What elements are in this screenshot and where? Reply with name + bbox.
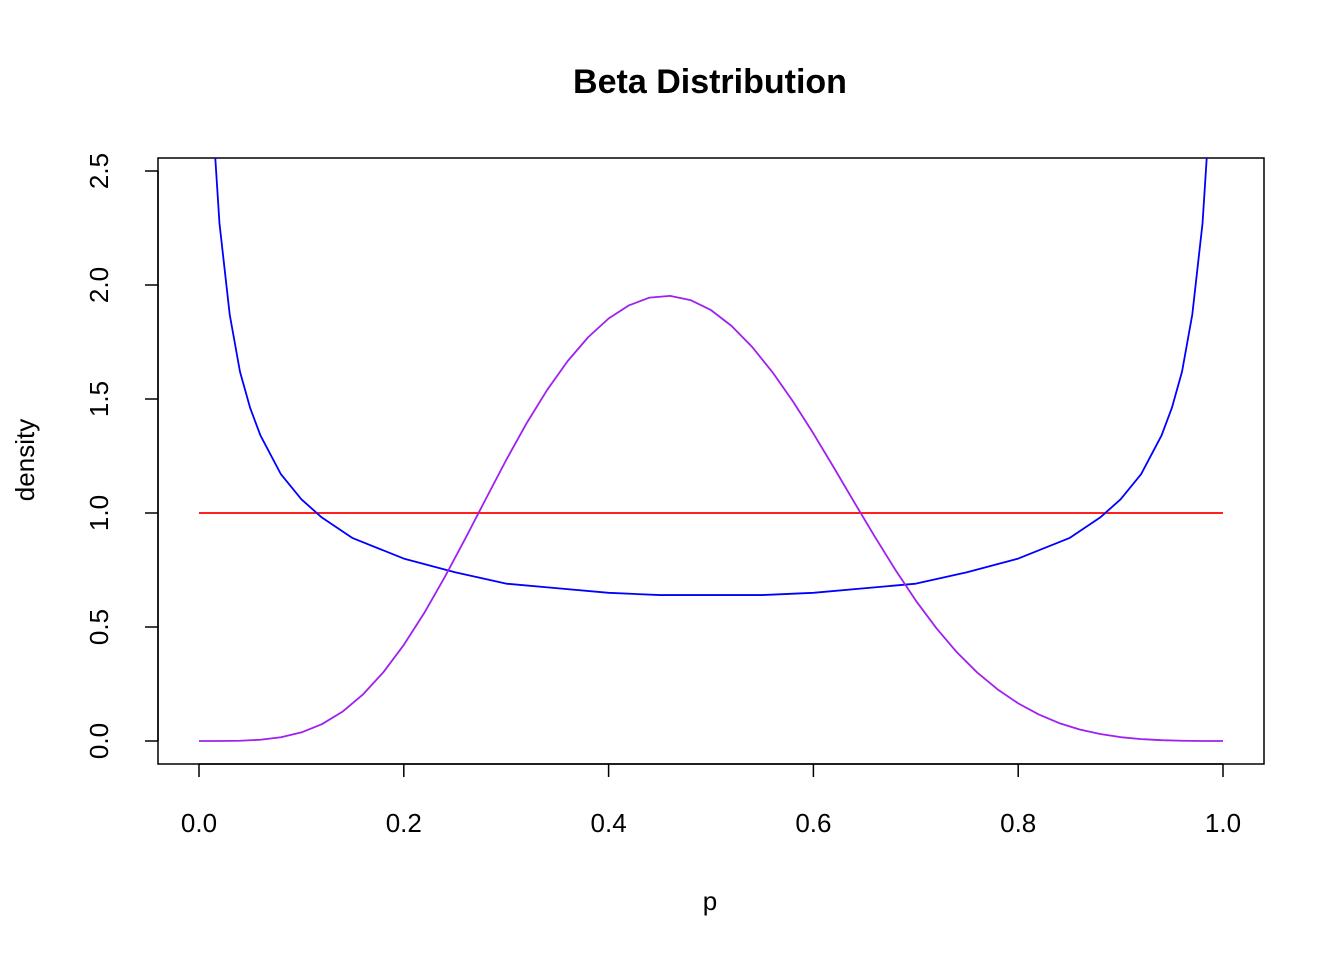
chart-title: Beta Distribution bbox=[573, 63, 847, 101]
series-line-2 bbox=[214, 158, 1208, 596]
y-tick-label: 0.0 bbox=[84, 723, 114, 759]
y-axis-label: density bbox=[10, 419, 40, 501]
series-layer bbox=[198, 158, 1224, 742]
plot-frame bbox=[157, 157, 1265, 765]
y-tick-label: 2.5 bbox=[84, 153, 114, 189]
x-tick-label: 1.0 bbox=[1205, 808, 1241, 838]
x-tick-label: 0.4 bbox=[591, 808, 627, 838]
x-axis-label: p bbox=[703, 886, 717, 916]
y-tick-label: 1.5 bbox=[84, 381, 114, 417]
series-line-3 bbox=[198, 294, 1224, 742]
x-tick-label: 0.0 bbox=[181, 808, 217, 838]
y-axis: 0.0 0.5 1.0 1.5 2.0 2.5 bbox=[84, 153, 159, 759]
x-tick-label: 0.8 bbox=[1000, 808, 1036, 838]
y-tick-label: 0.5 bbox=[84, 609, 114, 645]
y-tick-label: 1.0 bbox=[84, 495, 114, 531]
y-tick-label: 2.0 bbox=[84, 267, 114, 303]
x-tick-label: 0.2 bbox=[386, 808, 422, 838]
x-axis: 0.0 0.2 0.4 0.6 0.8 1.0 bbox=[181, 763, 1241, 838]
x-tick-label: 0.6 bbox=[795, 808, 831, 838]
